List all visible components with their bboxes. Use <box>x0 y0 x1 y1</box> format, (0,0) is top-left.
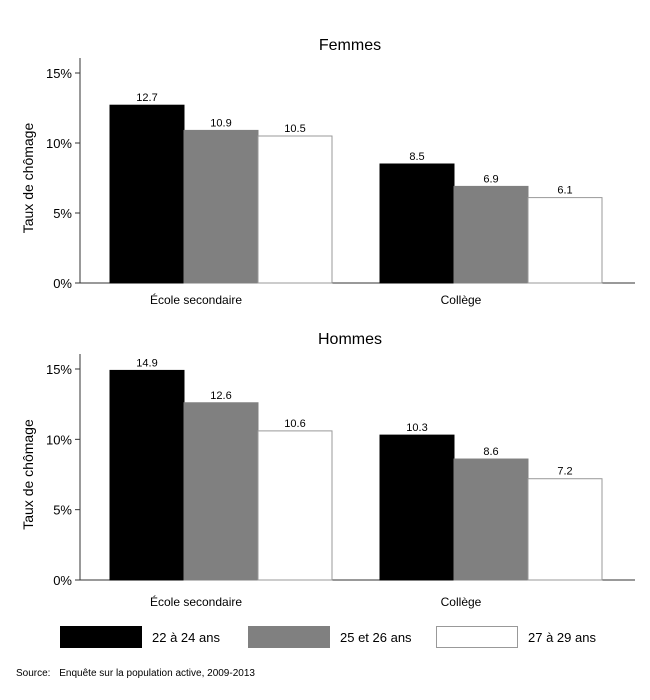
bar <box>183 129 259 284</box>
source-label: Source: <box>16 668 51 679</box>
bar <box>527 197 603 284</box>
y-tick-label: 0% <box>53 276 72 291</box>
chart-svg: Femmes Taux de chômage 0% 5% 10% 15% 12.7 10.9 1… <box>20 37 635 609</box>
legend-swatch-22-24 <box>60 626 142 648</box>
legend-swatch-27-29 <box>436 626 518 648</box>
data-label: 12.7 <box>136 92 157 104</box>
data-label: 12.6 <box>210 390 231 402</box>
y-axis-label: Taux de chômage <box>20 123 36 234</box>
bar <box>379 434 455 581</box>
source-text: Enquête sur la population active, 2009-2… <box>59 668 255 679</box>
bar <box>453 458 529 581</box>
chart-title: Femmes <box>319 37 381 54</box>
bar <box>453 185 529 284</box>
x-tick-label: Collège <box>441 595 482 609</box>
legend-item-25-26: 25 et 26 ans <box>248 626 412 648</box>
bar <box>257 135 333 284</box>
bar <box>109 369 185 581</box>
chart-title: Hommes <box>318 331 382 348</box>
data-label: 10.6 <box>284 418 305 430</box>
bar <box>109 104 185 284</box>
source-note: Source: Enquête sur la population active… <box>16 668 255 679</box>
y-tick-label: 10% <box>46 432 72 447</box>
data-label: 6.9 <box>483 173 498 185</box>
legend-item-22-24: 22 à 24 ans <box>60 626 220 648</box>
data-label: 10.9 <box>210 117 231 129</box>
bar <box>183 402 259 581</box>
y-tick-label: 5% <box>53 503 72 518</box>
y-tick-label: 5% <box>53 206 72 221</box>
data-label: 14.9 <box>136 357 157 369</box>
legend-label: 25 et 26 ans <box>340 629 412 645</box>
x-tick-label: Collège <box>441 293 482 307</box>
y-tick-label: 15% <box>46 362 72 377</box>
bar <box>257 430 333 581</box>
x-tick-label: École secondaire <box>150 292 242 307</box>
data-label: 7.2 <box>557 466 572 478</box>
legend-item-27-29: 27 à 29 ans <box>436 626 596 648</box>
legend-swatch-25-26 <box>248 626 330 648</box>
bar <box>379 163 455 284</box>
y-tick-label: 15% <box>46 66 72 81</box>
y-axis-label: Taux de chômage <box>20 419 36 530</box>
data-label: 8.5 <box>409 151 424 163</box>
data-label: 8.6 <box>483 446 498 458</box>
data-label: 10.5 <box>284 123 305 135</box>
y-tick-label: 0% <box>53 573 72 588</box>
legend-label: 27 à 29 ans <box>528 629 596 645</box>
data-label: 10.3 <box>406 422 427 434</box>
bar <box>527 478 603 581</box>
data-label: 6.1 <box>557 185 572 197</box>
legend-label: 22 à 24 ans <box>152 629 220 645</box>
y-tick-label: 10% <box>46 136 72 151</box>
x-tick-label: École secondaire <box>150 594 242 609</box>
